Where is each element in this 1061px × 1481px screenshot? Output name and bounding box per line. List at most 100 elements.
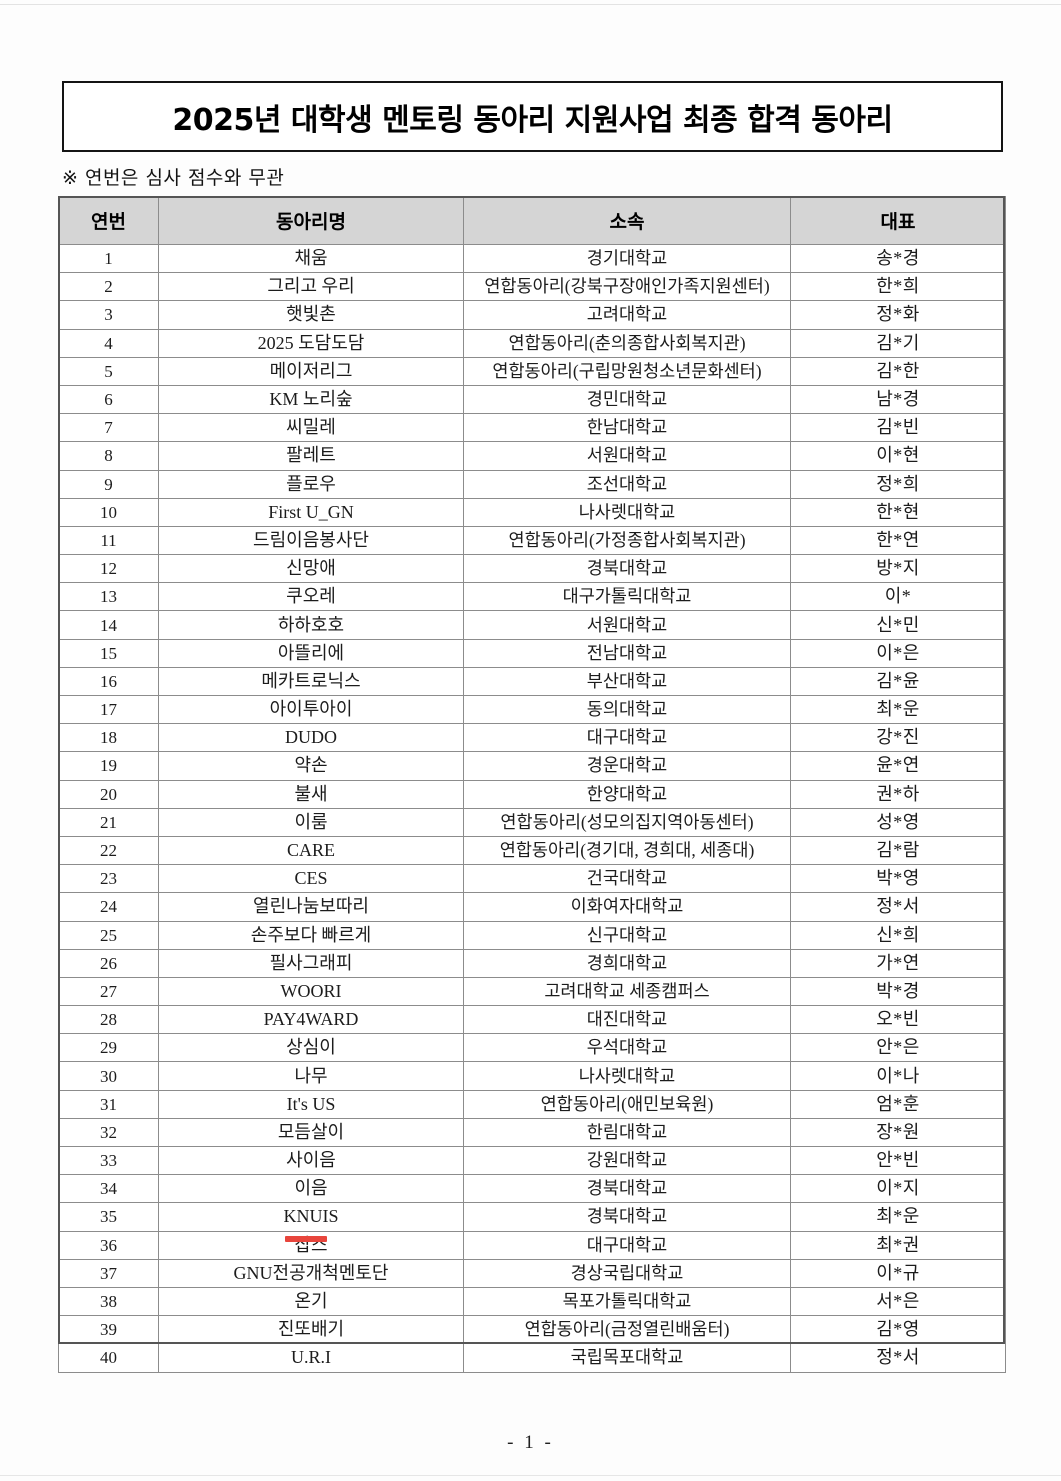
table-row: 11 드림이음봉사단 연합동아리(가정종합사회복지관) 한*연 — [58, 525, 1006, 556]
cell-org: 서원대학교 — [463, 610, 791, 640]
cell-org: 조선대학교 — [463, 469, 791, 499]
cell-org: 신구대학교 — [463, 920, 791, 950]
table-row: 2 그리고 우리 연합동아리(강북구장애인가족지원센터) 한*희 — [58, 272, 1006, 302]
cell-club: 약손 — [158, 751, 464, 781]
table-row: 15 아뜰리에 전남대학교 이*은 — [58, 638, 1006, 668]
cell-no: 30 — [58, 1061, 159, 1091]
cell-rep: 김*윤 — [790, 666, 1006, 697]
cell-org: 경운대학교 — [463, 751, 791, 781]
cell-no: 33 — [58, 1145, 159, 1176]
cell-org: 경기대학교 — [463, 243, 791, 274]
table-row: 16 메카트로닉스 부산대학교 김*윤 — [58, 666, 1006, 697]
cell-rep: 한*연 — [790, 525, 1006, 556]
table-row: 4 2025 도담도담 연합동아리(춘의종합사회복지관) 김*기 — [58, 328, 1006, 358]
cell-rep: 정*서 — [790, 1343, 1006, 1373]
cell-rep: 박*경 — [790, 976, 1006, 1007]
cell-rep: 신*민 — [790, 610, 1006, 640]
cell-no: 38 — [58, 1286, 159, 1317]
cell-no: 13 — [58, 582, 159, 612]
cell-club: 온기 — [158, 1286, 464, 1317]
cell-rep: 정*희 — [790, 469, 1006, 499]
cell-rep: 이* — [790, 582, 1006, 612]
cell-org: 우석대학교 — [463, 1033, 791, 1063]
table-row: 37 GNU전공개척멘토단 경상국립대학교 이*규 — [58, 1258, 1006, 1288]
cell-rep: 안*은 — [790, 1033, 1006, 1063]
cell-club: 모듬살이 — [158, 1117, 464, 1148]
cell-no: 14 — [58, 610, 159, 640]
cell-club: DUDO — [158, 723, 464, 753]
column-header-club: 동아리명 — [158, 196, 464, 245]
cell-club: 2025 도담도담 — [158, 328, 464, 358]
cell-club: 아뜰리에 — [158, 638, 464, 668]
table-row: 36 잡스 대구대학교 최*권 — [58, 1230, 1006, 1260]
cell-no: 32 — [58, 1117, 159, 1148]
cell-org: 목포가톨릭대학교 — [463, 1286, 791, 1317]
cell-no: 11 — [58, 525, 159, 556]
cell-club: 메카트로닉스 — [158, 666, 464, 697]
cell-no: 24 — [58, 892, 159, 922]
cell-club: 나무 — [158, 1061, 464, 1091]
cell-org: 연합동아리(금정열린배움터) — [463, 1315, 791, 1345]
cell-rep: 이*나 — [790, 1061, 1006, 1091]
cell-club: 열린나눔보따리 — [158, 892, 464, 922]
cell-rep: 김*람 — [790, 835, 1006, 866]
cell-rep: 가*연 — [790, 948, 1006, 978]
table-row: 40 U.R.I 국립목포대학교 정*서 — [58, 1343, 1006, 1373]
cell-no: 16 — [58, 666, 159, 697]
table-header-row: 연번 동아리명 소속 대표 — [58, 196, 1006, 245]
table-row: 32 모듬살이 한림대학교 장*원 — [58, 1117, 1006, 1148]
cell-no: 8 — [58, 441, 159, 471]
cell-no: 28 — [58, 1005, 159, 1035]
scan-edge-bottom — [0, 1475, 1061, 1476]
cell-no: 19 — [58, 751, 159, 781]
table-row: 23 CES 건국대학교 박*영 — [58, 864, 1006, 894]
table-row: 3 햇빛촌 고려대학교 정*화 — [58, 300, 1006, 330]
cell-no: 9 — [58, 469, 159, 499]
cell-org: 경북대학교 — [463, 1174, 791, 1204]
table-row: 17 아이투아이 동의대학교 최*운 — [58, 694, 1006, 725]
table-row: 26 필사그래피 경희대학교 가*연 — [58, 948, 1006, 978]
table-row: 24 열린나눔보따리 이화여자대학교 정*서 — [58, 892, 1006, 922]
cell-rep: 이*현 — [790, 441, 1006, 471]
results-table-wrapper: 연번 동아리명 소속 대표 1 채움 경기대학교 송*경 2 그리고 우리 연합동아리(강북… — [58, 196, 1006, 1373]
table-row: 28 PAY4WARD 대진대학교 오*빈 — [58, 1005, 1006, 1035]
cell-rep: 이*은 — [790, 638, 1006, 668]
cell-club: 손주보다 빠르게 — [158, 920, 464, 950]
cell-rep: 한*현 — [790, 497, 1006, 527]
table-row: 9 플로우 조선대학교 정*희 — [58, 469, 1006, 499]
cell-org: 연합동아리(경기대, 경희대, 세종대) — [463, 835, 791, 866]
cell-club: PAY4WARD — [158, 1005, 464, 1035]
cell-rep: 성*영 — [790, 807, 1006, 837]
cell-rep: 최*권 — [790, 1230, 1006, 1260]
cell-rep: 엄*훈 — [790, 1089, 1006, 1119]
cell-org: 대구대학교 — [463, 723, 791, 753]
column-header-no: 연번 — [58, 196, 159, 245]
cell-club: 그리고 우리 — [158, 272, 464, 302]
cell-rep: 남*경 — [790, 384, 1006, 415]
cell-org: 동의대학교 — [463, 694, 791, 725]
cell-rep: 최*운 — [790, 694, 1006, 725]
cell-club: WOORI — [158, 976, 464, 1007]
cell-org: 경희대학교 — [463, 948, 791, 978]
document-note: ※ 연번은 심사 점수와 무관 — [62, 167, 285, 189]
cell-org: 전남대학교 — [463, 638, 791, 668]
cell-org: 고려대학교 세종캠퍼스 — [463, 976, 791, 1007]
cell-org: 경민대학교 — [463, 384, 791, 415]
cell-no: 27 — [58, 976, 159, 1007]
page-footer: - 1 - — [507, 1432, 554, 1453]
cell-no: 4 — [58, 328, 159, 358]
cell-org: 나사렛대학교 — [463, 1061, 791, 1091]
cell-org: 대진대학교 — [463, 1005, 791, 1035]
cell-org: 한남대학교 — [463, 413, 791, 443]
table-row: 22 CARE 연합동아리(경기대, 경희대, 세종대) 김*람 — [58, 835, 1006, 866]
cell-org: 고려대학교 — [463, 300, 791, 330]
cell-org: 나사렛대학교 — [463, 497, 791, 527]
cell-no: 37 — [58, 1258, 159, 1288]
cell-club: 팔레트 — [158, 441, 464, 471]
table-row: 12 신망애 경북대학교 방*지 — [58, 554, 1006, 584]
table-row: 27 WOORI 고려대학교 세종캠퍼스 박*경 — [58, 976, 1006, 1007]
table-row: 1 채움 경기대학교 송*경 — [58, 243, 1006, 274]
cell-no: 12 — [58, 554, 159, 584]
cell-no: 21 — [58, 807, 159, 837]
cell-rep: 장*원 — [790, 1117, 1006, 1148]
